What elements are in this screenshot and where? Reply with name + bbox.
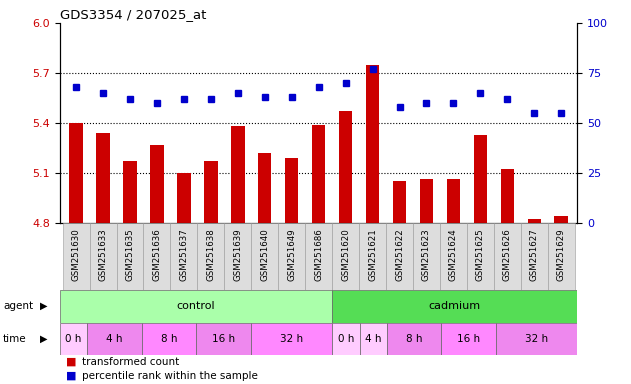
Bar (521, 223, 548, 290)
Bar (413, 223, 440, 290)
Bar (332, 223, 359, 290)
Text: 8 h: 8 h (406, 334, 422, 344)
Text: GSM251622: GSM251622 (395, 228, 404, 281)
Text: 4 h: 4 h (106, 334, 122, 344)
Bar (548, 223, 575, 290)
Text: 16 h: 16 h (457, 334, 480, 344)
Text: GSM251623: GSM251623 (422, 228, 431, 281)
Bar (339, 111, 352, 223)
Bar (231, 126, 245, 223)
Text: 8 h: 8 h (161, 334, 177, 344)
Bar (258, 153, 271, 223)
Bar (528, 219, 541, 223)
Bar (60, 323, 87, 355)
Text: GDS3354 / 207025_at: GDS3354 / 207025_at (60, 8, 206, 21)
Bar (386, 223, 413, 290)
Bar (447, 179, 460, 223)
Bar (143, 223, 170, 290)
Bar (441, 323, 496, 355)
Text: GSM251630: GSM251630 (71, 228, 81, 281)
Text: GSM251639: GSM251639 (233, 228, 242, 281)
Bar (177, 173, 191, 223)
Text: ▶: ▶ (40, 334, 47, 344)
Text: GSM251686: GSM251686 (314, 228, 323, 281)
Bar (251, 323, 333, 355)
Bar (440, 223, 467, 290)
Bar (494, 223, 521, 290)
Text: GSM251637: GSM251637 (179, 228, 189, 281)
Bar (278, 223, 305, 290)
Bar (360, 323, 387, 355)
Text: GSM251626: GSM251626 (503, 228, 512, 281)
Text: GSM251621: GSM251621 (368, 228, 377, 281)
Text: ▶: ▶ (40, 301, 47, 311)
Text: 32 h: 32 h (525, 334, 548, 344)
Bar (474, 134, 487, 223)
Bar (420, 179, 433, 223)
Text: GSM251624: GSM251624 (449, 228, 458, 281)
Bar (251, 223, 278, 290)
Text: GSM251640: GSM251640 (260, 228, 269, 281)
Text: GSM251627: GSM251627 (530, 228, 539, 281)
Text: GSM251633: GSM251633 (98, 228, 107, 281)
Text: GSM251625: GSM251625 (476, 228, 485, 281)
Text: GSM251635: GSM251635 (126, 228, 134, 281)
Text: 0 h: 0 h (66, 334, 82, 344)
Text: GSM251638: GSM251638 (206, 228, 215, 281)
Text: agent: agent (3, 301, 33, 311)
Bar (387, 323, 441, 355)
Bar (225, 223, 251, 290)
Bar (97, 133, 110, 223)
Text: GSM251649: GSM251649 (287, 228, 296, 281)
Text: GSM251620: GSM251620 (341, 228, 350, 281)
Text: 4 h: 4 h (365, 334, 381, 344)
Bar (150, 144, 163, 223)
Text: GSM251636: GSM251636 (153, 228, 162, 281)
Bar (333, 323, 360, 355)
Bar (60, 290, 333, 323)
Bar (555, 216, 568, 223)
Bar (170, 223, 198, 290)
Text: 16 h: 16 h (212, 334, 235, 344)
Text: ■: ■ (66, 357, 77, 367)
Bar (198, 223, 225, 290)
Bar (90, 223, 117, 290)
Text: 32 h: 32 h (280, 334, 303, 344)
Bar (141, 323, 196, 355)
Text: transformed count: transformed count (82, 357, 179, 367)
Bar (117, 223, 143, 290)
Text: percentile rank within the sample: percentile rank within the sample (82, 371, 258, 381)
Bar (496, 323, 577, 355)
Bar (305, 223, 332, 290)
Text: time: time (3, 334, 27, 344)
Bar (500, 169, 514, 223)
Bar (204, 161, 218, 223)
Bar (366, 65, 379, 223)
Bar (312, 124, 326, 223)
Text: GSM251629: GSM251629 (557, 228, 566, 281)
Bar (359, 223, 386, 290)
Bar (467, 223, 494, 290)
Bar (62, 223, 90, 290)
Text: ■: ■ (66, 371, 77, 381)
Bar (392, 181, 406, 223)
Text: control: control (177, 301, 215, 311)
Bar (285, 158, 298, 223)
Text: 0 h: 0 h (338, 334, 354, 344)
Bar (333, 290, 577, 323)
Bar (196, 323, 251, 355)
Bar (69, 123, 83, 223)
Text: cadmium: cadmium (428, 301, 481, 311)
Bar (123, 161, 137, 223)
Bar (87, 323, 141, 355)
